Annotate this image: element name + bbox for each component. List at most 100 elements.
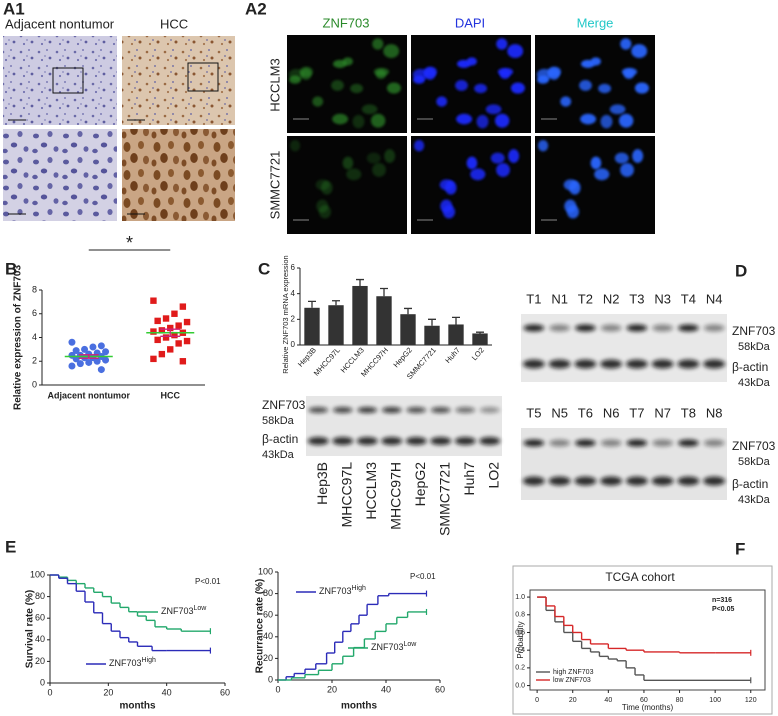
blot-band [356, 437, 378, 445]
nucleus [466, 57, 477, 66]
blot-band [678, 439, 699, 447]
lane-label: Hep3B [314, 462, 330, 505]
error-bar [404, 307, 412, 315]
legend-label: ZNF703Low [371, 641, 417, 653]
blot-band [574, 476, 597, 486]
blot-band [549, 439, 570, 447]
point [85, 358, 93, 366]
micrograph [122, 129, 235, 221]
panel-frame [512, 565, 773, 715]
blot-band [575, 324, 596, 332]
nucleus [490, 152, 505, 164]
nucleus [632, 149, 644, 163]
point [102, 348, 110, 356]
nucleus [618, 113, 634, 128]
panel-label: F [735, 539, 745, 558]
y-tick-label: 0.2 [515, 665, 525, 672]
legend-label: ZNF703High [109, 657, 156, 669]
x-axis-label: Time (months) [622, 703, 674, 712]
nucleus [476, 114, 489, 129]
blot-size: 58kDa [738, 456, 771, 468]
blot-band [332, 437, 354, 445]
point [76, 360, 84, 368]
y-tick-label: 0.6 [515, 629, 525, 636]
blot-band [574, 359, 597, 369]
bar [304, 307, 320, 345]
legend-label: low ZNF703 [553, 677, 591, 684]
nucleus [366, 152, 381, 164]
column-header: ZNF703 [323, 15, 370, 30]
blot-band [381, 437, 403, 445]
y-tick-label: 2 [291, 314, 296, 323]
inset-box [187, 62, 219, 92]
x-tick-label: 80 [676, 697, 684, 704]
nucleus [485, 104, 502, 115]
lane-label: Huh7 [461, 462, 477, 496]
x-tick-label: 20 [103, 687, 113, 697]
nucleus [370, 113, 386, 128]
panel-label: B [5, 259, 17, 278]
blot-band [703, 476, 726, 486]
point [68, 338, 76, 346]
nucleus [548, 68, 560, 80]
y-axis-label: Probability [516, 621, 525, 658]
point [150, 328, 157, 335]
blot-band [652, 439, 673, 447]
lane-label: N3 [654, 291, 671, 306]
annotation: P<0.01 [410, 572, 436, 581]
point [162, 334, 170, 341]
lane-label: HepG2 [412, 462, 428, 507]
blot-band [406, 407, 427, 413]
blot-band [454, 437, 476, 445]
y-tick-label: 0 [32, 379, 37, 389]
lane-label: N2 [603, 291, 620, 306]
inset-box [52, 67, 84, 94]
point [150, 355, 157, 363]
nucleus [598, 83, 612, 94]
legend-superscript: High [352, 585, 367, 592]
blot-size: 58kDa [738, 341, 771, 353]
legend-superscript: Low [404, 641, 418, 648]
nucleus [470, 168, 486, 181]
point [154, 317, 161, 325]
blot-protein: β-actin [262, 432, 298, 446]
y-tick-label: 80 [263, 588, 273, 598]
x-tick-label: 20 [569, 697, 577, 704]
blot-band [405, 437, 427, 445]
blot-protein: β-actin [732, 477, 768, 491]
y-tick-label: 40 [263, 631, 273, 641]
error-bar [452, 316, 460, 325]
point [179, 303, 187, 310]
legend-label: high ZNF703 [553, 669, 594, 676]
x-axis-label: months [119, 701, 156, 712]
nucleus [620, 163, 634, 177]
error-bar [308, 300, 316, 308]
blot-protein: β-actin [732, 360, 768, 374]
blot-band [357, 407, 378, 413]
lane-label: N6 [603, 405, 620, 420]
y-tick-label: 8 [32, 284, 37, 294]
nucleus [580, 113, 597, 125]
point [167, 324, 174, 332]
blot-band [307, 437, 329, 445]
nucleus [373, 67, 390, 76]
point [162, 315, 170, 322]
blot-band [678, 324, 699, 332]
bar [424, 325, 440, 345]
point [171, 310, 178, 317]
legend-label: ZNF703Low [161, 605, 207, 617]
annotation: P<0.05 [712, 606, 734, 613]
nucleus [289, 140, 301, 152]
point [89, 343, 97, 351]
nucleus [600, 114, 613, 129]
point [81, 345, 89, 353]
x-tick-label: 60 [220, 687, 230, 697]
nucleus [563, 179, 578, 191]
y-tick-label: 20 [35, 656, 45, 666]
lane-label: HCCLM3 [363, 462, 379, 520]
point [179, 358, 187, 365]
blot-band [625, 359, 648, 369]
nucleus [564, 199, 577, 213]
panel-label: C [258, 259, 270, 278]
